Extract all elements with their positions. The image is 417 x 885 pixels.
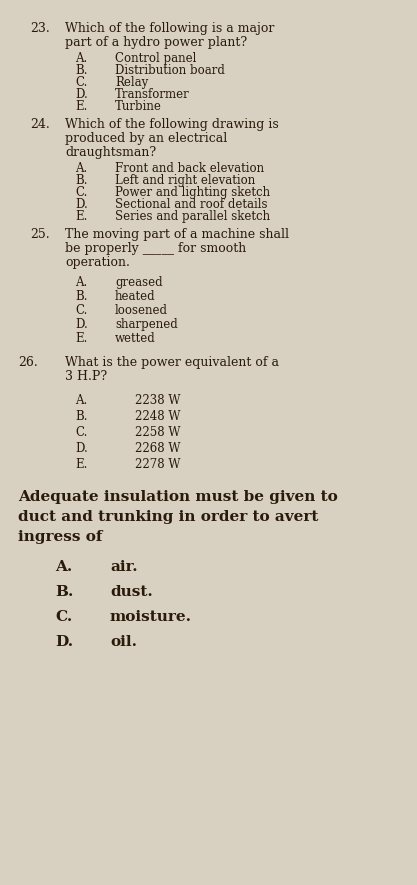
Text: part of a hydro power plant?: part of a hydro power plant? (65, 36, 247, 49)
Text: A.: A. (75, 394, 87, 407)
Text: D.: D. (75, 88, 88, 101)
Text: Which of the following drawing is: Which of the following drawing is (65, 118, 279, 131)
Text: B.: B. (75, 410, 88, 423)
Text: heated: heated (115, 290, 156, 303)
Text: E.: E. (75, 458, 88, 471)
Text: produced by an electrical: produced by an electrical (65, 132, 227, 145)
Text: dust.: dust. (110, 585, 153, 599)
Text: ingress of: ingress of (18, 530, 103, 544)
Text: B.: B. (75, 64, 88, 77)
Text: duct and trunking in order to avert: duct and trunking in order to avert (18, 510, 318, 524)
Text: 2248 W: 2248 W (135, 410, 181, 423)
Text: A.: A. (75, 276, 87, 289)
Text: The moving part of a machine shall: The moving part of a machine shall (65, 228, 289, 241)
Text: E.: E. (75, 210, 88, 223)
Text: greased: greased (115, 276, 163, 289)
Text: C.: C. (55, 610, 72, 624)
Text: B.: B. (75, 174, 88, 187)
Text: Which of the following is a major: Which of the following is a major (65, 22, 274, 35)
Text: 2238 W: 2238 W (135, 394, 181, 407)
Text: C.: C. (75, 426, 88, 439)
Text: D.: D. (75, 198, 88, 211)
Text: 24.: 24. (30, 118, 50, 131)
Text: C.: C. (75, 304, 88, 317)
Text: B.: B. (55, 585, 73, 599)
Text: 2268 W: 2268 W (135, 442, 181, 455)
Text: Front and back elevation: Front and back elevation (115, 162, 264, 175)
Text: Series and parallel sketch: Series and parallel sketch (115, 210, 270, 223)
Text: oil.: oil. (110, 635, 137, 649)
Text: moisture.: moisture. (110, 610, 192, 624)
Text: 2258 W: 2258 W (135, 426, 181, 439)
Text: Transformer: Transformer (115, 88, 190, 101)
Text: Sectional and roof details: Sectional and roof details (115, 198, 267, 211)
Text: C.: C. (75, 76, 88, 89)
Text: What is the power equivalent of a: What is the power equivalent of a (65, 356, 279, 369)
Text: operation.: operation. (65, 256, 130, 269)
Text: Left and right elevation: Left and right elevation (115, 174, 255, 187)
Text: be properly _____ for smooth: be properly _____ for smooth (65, 242, 246, 255)
Text: E.: E. (75, 100, 88, 113)
Text: E.: E. (75, 332, 88, 345)
Text: A.: A. (75, 162, 87, 175)
Text: 26.: 26. (18, 356, 38, 369)
Text: Power and lighting sketch: Power and lighting sketch (115, 186, 270, 199)
Text: A.: A. (75, 52, 87, 65)
Text: sharpened: sharpened (115, 318, 178, 331)
Text: draughtsman?: draughtsman? (65, 146, 156, 159)
Text: B.: B. (75, 290, 88, 303)
Text: D.: D. (75, 318, 88, 331)
Text: loosened: loosened (115, 304, 168, 317)
Text: Adequate insulation must be given to: Adequate insulation must be given to (18, 490, 338, 504)
Text: D.: D. (75, 442, 88, 455)
Text: Control panel: Control panel (115, 52, 196, 65)
Text: A.: A. (55, 560, 72, 574)
Text: 23.: 23. (30, 22, 50, 35)
Text: Relay: Relay (115, 76, 148, 89)
Text: 3 H.P?: 3 H.P? (65, 370, 107, 383)
Text: 25.: 25. (30, 228, 50, 241)
Text: air.: air. (110, 560, 138, 574)
Text: C.: C. (75, 186, 88, 199)
Text: 2278 W: 2278 W (135, 458, 181, 471)
Text: wetted: wetted (115, 332, 156, 345)
Text: Turbine: Turbine (115, 100, 162, 113)
Text: D.: D. (55, 635, 73, 649)
Text: Distribution board: Distribution board (115, 64, 225, 77)
